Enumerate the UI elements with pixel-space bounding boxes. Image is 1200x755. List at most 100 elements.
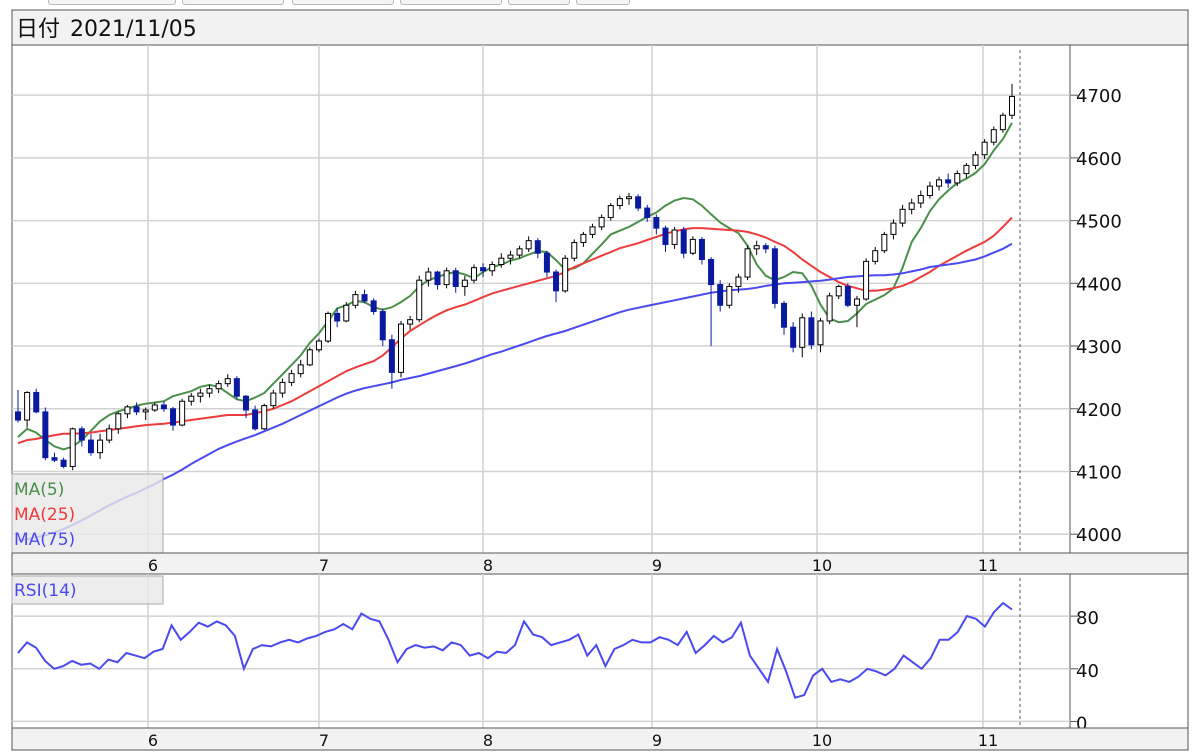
candle-body [51,457,58,461]
candle-body [671,229,678,245]
candle-body [78,428,85,441]
candle-body [607,205,614,218]
candle-body [653,216,660,229]
candle-body [835,285,842,297]
toolbar-tab[interactable] [292,0,394,5]
candle-body [881,233,888,252]
y-tick-label: 4600 [1076,149,1122,170]
x-tick-label: 9 [652,556,662,575]
x-tick-label: 7 [319,556,329,575]
candle-body [753,245,760,250]
candle-body [325,312,332,342]
candle-body [379,311,386,341]
candle-body [215,383,222,390]
x-tick-label: 10 [812,731,832,750]
candle-body [680,229,687,254]
candle-body [124,406,131,415]
candle-body [160,404,167,410]
candle-body [179,400,186,426]
candle-body [771,248,778,304]
candle-body [936,179,943,187]
candle-body [945,179,952,184]
candle-body [60,459,67,467]
candle-body [808,317,815,346]
candle-body [899,208,906,224]
candle-body [625,196,632,200]
candle-body [926,185,933,197]
candle-body [534,240,541,254]
candle-body [662,227,669,245]
toolbar-tab[interactable] [48,0,176,5]
candle-body [844,285,851,306]
candle-body [434,271,441,286]
rsi-axis: 0 40 80 [1070,608,1099,734]
legend-ma75: MA(75) [14,530,75,550]
candle-body [598,216,605,228]
candle-body [698,238,705,260]
candle-body [644,207,651,218]
x-tick-label: 10 [812,556,832,575]
candle-body [416,279,423,321]
candle-body [589,226,596,235]
legend-ma25: MA(25) [14,505,75,525]
candle-body [571,242,578,259]
candle-body [790,326,797,348]
candle-body [762,245,769,250]
candle-body [580,233,587,244]
candle-body [233,378,240,397]
toolbar-tab[interactable] [182,0,284,5]
candle-body [343,304,350,322]
candle-body [270,392,277,407]
candle-body [744,248,751,278]
candle-body [315,340,322,351]
candle-body [799,317,806,348]
candle-body [525,240,532,250]
candle-body [726,285,733,306]
y-tick-label: 4700 [1076,86,1122,107]
candle-body [224,378,231,385]
candle-body [361,294,368,302]
toolbar-tab[interactable] [400,0,502,5]
candle-body [461,279,468,287]
candle-body [489,264,496,272]
candle-body [279,381,286,394]
y-tick-label: 80 [1076,608,1099,629]
candle-body [543,252,550,273]
candle-body [981,141,988,156]
y-tick-label: 4200 [1076,400,1122,421]
candle-body [872,250,879,262]
candle-body [908,202,915,210]
toolbar-tab[interactable] [576,0,630,5]
candle-body [689,238,696,254]
candle-body [443,270,450,286]
date-label: 日付 [16,17,60,42]
candle-body [954,173,961,184]
rsi-date-axis-labels: 6 7 8 9 10 11 [148,731,998,750]
candle-body [352,294,359,306]
candle-body [24,391,31,421]
price-panel [11,44,1189,554]
candle-body [188,395,195,402]
candle-body [480,267,487,272]
legend-box [11,473,164,554]
candle-body [106,428,113,441]
candle-body [999,114,1006,131]
candle-body [817,320,824,346]
x-tick-label: 11 [978,556,998,575]
candle-body [498,257,505,266]
candle-body [87,439,94,454]
candle-body [151,404,158,411]
candle-body [97,439,104,454]
candle-body [635,196,642,209]
rsi-legend-box [11,575,164,605]
candle-body [197,392,204,397]
candle-body [115,413,122,430]
candle-body [507,254,514,259]
candle-body [398,323,405,373]
toolbar-tab[interactable] [508,0,570,5]
rsi-series [17,601,1013,699]
candle-body [69,428,76,467]
candle-body [370,300,377,313]
candle-body [990,129,997,143]
